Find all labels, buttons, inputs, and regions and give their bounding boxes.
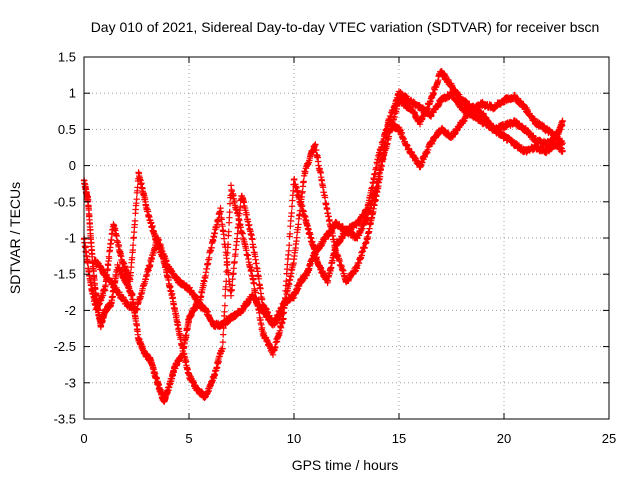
y-tick-label: -3.5 xyxy=(54,412,76,427)
chart-title: Day 010 of 2021, Sidereal Day-to-day VTE… xyxy=(91,19,600,35)
y-tick-label: -2.5 xyxy=(54,339,76,354)
x-tick-label: 20 xyxy=(497,431,511,446)
y-tick-label: -2 xyxy=(64,303,76,318)
x-tick-label: 10 xyxy=(287,431,301,446)
axis-ticks: 0 5 10 15 20 25 -3.5 -3 -2.5 -2 -1.5 -1 -0.5 0 0.5 1 1.5 xyxy=(54,50,617,447)
y-tick-label: 0.5 xyxy=(58,122,76,137)
x-tick-label: 5 xyxy=(185,431,192,446)
x-tick-label: 0 xyxy=(80,431,87,446)
y-tick-label: 1.5 xyxy=(58,50,76,65)
y-tick-label: -1.5 xyxy=(54,267,76,282)
y-tick-label: 1 xyxy=(69,86,76,101)
x-tick-label: 15 xyxy=(392,431,406,446)
y-tick-label: 0 xyxy=(69,158,76,173)
x-axis-label: GPS time / hours xyxy=(292,457,399,473)
y-tick-label: -1 xyxy=(64,231,76,246)
y-tick-label: -0.5 xyxy=(54,194,76,209)
series-markers-track-c xyxy=(91,88,566,329)
x-tick-label: 25 xyxy=(602,431,616,446)
data-series xyxy=(80,68,566,405)
y-tick-label: -3 xyxy=(64,375,76,390)
y-axis-label: SDTVAR / TECUs xyxy=(7,182,23,294)
